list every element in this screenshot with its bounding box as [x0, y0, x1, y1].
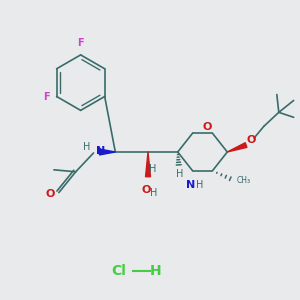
- Text: N: N: [186, 180, 195, 190]
- Text: Cl: Cl: [111, 264, 126, 278]
- Text: H: H: [149, 164, 157, 174]
- Text: O: O: [203, 122, 212, 132]
- Text: N: N: [97, 146, 106, 156]
- Text: H: H: [150, 188, 158, 198]
- Polygon shape: [146, 152, 151, 177]
- Text: CH₃: CH₃: [236, 176, 250, 185]
- Text: H: H: [83, 142, 90, 152]
- Text: O: O: [246, 135, 256, 145]
- Text: O: O: [141, 185, 151, 195]
- Text: F: F: [77, 38, 84, 48]
- Text: H: H: [176, 169, 183, 179]
- Text: F: F: [43, 92, 50, 103]
- Text: H: H: [150, 264, 162, 278]
- Polygon shape: [100, 149, 115, 155]
- Polygon shape: [227, 143, 247, 152]
- Text: H: H: [196, 180, 203, 190]
- Text: O: O: [45, 189, 55, 199]
